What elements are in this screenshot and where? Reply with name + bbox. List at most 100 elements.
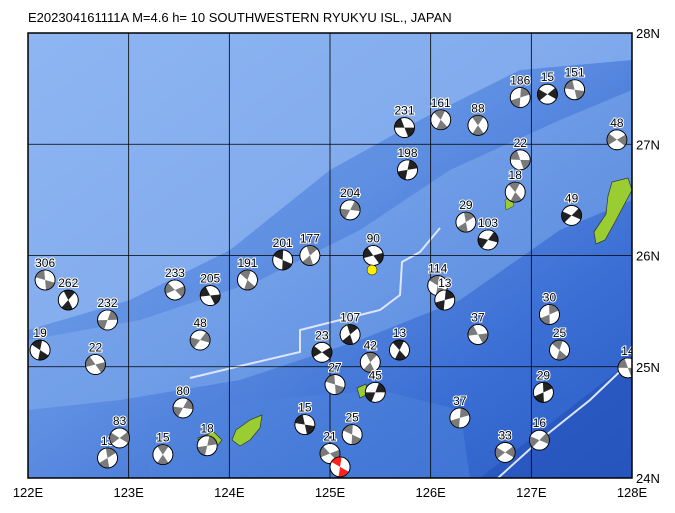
depth-label: 15 <box>156 431 170 445</box>
ball-quadrant <box>325 374 336 385</box>
ball-quadrant <box>335 384 345 395</box>
ball-quadrant <box>549 304 559 315</box>
ball-outline <box>164 279 186 301</box>
ball-quadrant <box>547 87 558 100</box>
ball-quadrant <box>539 432 550 445</box>
depth-label: 151 <box>565 66 585 80</box>
ball-outline <box>329 456 351 478</box>
focal-mechanism: 204 <box>339 185 361 221</box>
depth-label: 262 <box>58 276 78 290</box>
focal-mechanism: 80 <box>172 383 194 419</box>
ball-quadrant <box>574 89 585 100</box>
ball-outline <box>455 211 477 233</box>
ball-outline <box>364 381 386 403</box>
focal-mechanism: 29 <box>455 197 477 233</box>
focal-mechanism: 22 <box>85 340 106 375</box>
ball-quadrant <box>351 434 362 445</box>
ball-quadrant <box>45 279 55 290</box>
ball-quadrant <box>404 127 415 137</box>
focal-mechanism: 42 <box>359 337 381 373</box>
ball-quadrant <box>85 356 96 367</box>
ball-outline <box>617 357 632 379</box>
depth-label: 205 <box>200 272 220 286</box>
plate-boundary <box>189 227 441 379</box>
ball-outline <box>97 309 118 331</box>
ball-quadrant <box>107 310 118 321</box>
focal-mechanism: 18 <box>504 167 526 203</box>
focal-mechanism: 161 <box>430 95 452 131</box>
ball-outline <box>533 381 554 403</box>
focal-mechanism: 186 <box>509 73 532 108</box>
focal-mechanism: 262 <box>57 275 80 311</box>
star <box>366 264 378 276</box>
ball-outline <box>504 181 526 203</box>
ball-outline <box>324 374 346 395</box>
focal-mechanism: 27 <box>324 360 346 395</box>
focal-mechanism: 205 <box>199 271 222 306</box>
ball-outline <box>294 414 316 436</box>
depth-label: 204 <box>340 186 360 200</box>
depth-label: 201 <box>273 236 293 250</box>
depth-label: 49 <box>565 191 579 205</box>
depth-label: 13 <box>393 326 407 340</box>
ball-outline <box>272 249 294 271</box>
ball-quadrant <box>571 208 582 220</box>
focal-mechanism: 22 <box>509 135 531 171</box>
ball-outline <box>196 435 218 457</box>
depth-label: 18 <box>201 422 215 436</box>
lon-label: 127E <box>516 485 547 500</box>
ball-quadrant <box>394 118 405 128</box>
ball-outline <box>467 324 489 345</box>
ball-quadrant <box>433 109 446 120</box>
okinawa <box>593 177 632 245</box>
depth-label: 231 <box>394 104 414 118</box>
ball-quadrant <box>35 270 46 280</box>
depth-label: 48 <box>193 316 207 330</box>
focal-mechanism: 107 <box>339 309 361 345</box>
ball-outline <box>564 79 586 101</box>
focal-mechanism: 18 <box>196 421 218 457</box>
ball-quadrant <box>510 150 521 160</box>
focal-mechanism: 16 <box>528 415 550 451</box>
ball-quadrant <box>463 212 475 223</box>
ball-quadrant <box>304 424 315 435</box>
depth-label: 33 <box>498 428 512 442</box>
ball-quadrant <box>407 160 418 170</box>
depth-label: 232 <box>98 296 118 310</box>
depth-label: 21 <box>323 430 337 444</box>
ball-quadrant <box>239 269 251 280</box>
ball-quadrant <box>164 282 175 294</box>
depth-label: 37 <box>453 394 467 408</box>
depth-label: 15 <box>298 401 312 415</box>
ball-quadrant <box>200 332 211 343</box>
ball-quadrant <box>95 362 106 373</box>
ball-quadrant <box>435 300 445 310</box>
ball-quadrant <box>375 383 386 393</box>
ball-quadrant <box>273 249 284 260</box>
ball-quadrant <box>508 182 520 193</box>
ball-outline <box>477 229 499 251</box>
ball-quadrant <box>542 382 553 393</box>
ball-quadrant <box>63 290 75 300</box>
ball-quadrant <box>457 222 468 233</box>
ball-quadrant <box>472 125 484 136</box>
ball-quadrant <box>529 436 540 448</box>
ball-quadrant <box>363 247 374 259</box>
focal-mechanism: 49 <box>561 190 582 226</box>
ball-quadrant <box>436 119 448 130</box>
ball-quadrant <box>311 346 322 358</box>
lat-label: 26N <box>636 249 660 264</box>
depth-label: 22 <box>89 341 103 355</box>
ball-quadrant <box>520 87 530 98</box>
depth-label: 18 <box>509 168 523 182</box>
focal-mechanism: 232 <box>97 295 119 331</box>
ball-quadrant <box>556 350 568 361</box>
ball-quadrant <box>394 350 407 361</box>
plate-boundary <box>497 359 632 478</box>
focal-mechanism: 25 <box>341 410 363 446</box>
depth-label: 19 <box>33 326 47 340</box>
focal-mechanism: 14 <box>617 343 632 379</box>
ball-quadrant <box>294 414 305 425</box>
depth-label: 16 <box>533 416 547 430</box>
